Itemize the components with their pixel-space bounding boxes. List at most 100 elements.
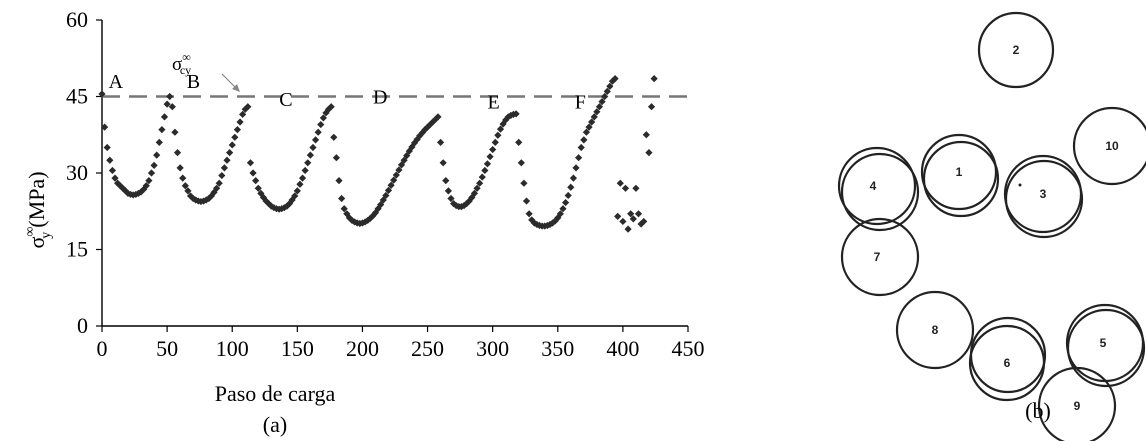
- data-point: [442, 177, 450, 185]
- data-point: [345, 214, 354, 222]
- data-point: [588, 118, 596, 126]
- x-tick-label: 300: [476, 336, 509, 361]
- data-point: [601, 92, 609, 101]
- data-point: [262, 197, 270, 205]
- circle-7-label: 7: [874, 250, 881, 264]
- data-point: [632, 184, 640, 192]
- data-point: [439, 159, 447, 167]
- data-point: [298, 174, 307, 182]
- caption-a: (a): [263, 412, 287, 437]
- data-point: [556, 210, 564, 218]
- data-point: [525, 210, 533, 218]
- point-labels: A B C D E F: [109, 71, 586, 113]
- data-point: [577, 143, 585, 152]
- data-point: [640, 217, 648, 226]
- circle-2-label: 2: [1013, 43, 1020, 57]
- data-point: [384, 186, 393, 194]
- data-point: [546, 220, 554, 229]
- data-point: [585, 123, 593, 131]
- data-point: [304, 159, 312, 167]
- data-point: [569, 174, 578, 182]
- data-point: [108, 166, 117, 175]
- data-point: [629, 215, 637, 223]
- circle-10-label: 10: [1105, 139, 1119, 153]
- data-point: [215, 179, 223, 187]
- data-point: [171, 128, 179, 136]
- circle-4-label: 4: [870, 179, 877, 193]
- data-point: [478, 173, 486, 181]
- data-point: [147, 169, 156, 177]
- data-point: [244, 103, 252, 111]
- data-point: [168, 103, 176, 111]
- data-point: [593, 108, 601, 116]
- data-point: [582, 128, 591, 136]
- data-point: [241, 105, 249, 113]
- data-point: [142, 182, 150, 190]
- data-point: [309, 143, 317, 152]
- circle-1-rim: [922, 140, 1000, 218]
- data-point: [606, 82, 614, 90]
- data-point: [340, 205, 348, 213]
- data-point: [647, 103, 656, 111]
- data-point: [395, 166, 403, 174]
- data-point: [611, 75, 619, 83]
- data-point: [561, 198, 570, 207]
- x-tick-label: 150: [281, 336, 314, 361]
- data-point: [369, 212, 377, 220]
- data-point: [614, 212, 622, 220]
- data-point: [496, 125, 505, 133]
- x-tick-label: 450: [672, 336, 705, 361]
- data-points: [98, 75, 658, 233]
- chart-a: 0 15 30 45 60 0 50 100 150 200 250 300 350 400 450 A B…: [23, 7, 705, 437]
- circle-4: [837, 146, 917, 226]
- data-point: [293, 187, 301, 195]
- data-point: [236, 118, 244, 126]
- data-point: [111, 174, 119, 182]
- data-point: [212, 184, 221, 192]
- data-point: [233, 126, 242, 134]
- data-point: [306, 151, 314, 159]
- data-point: [153, 151, 161, 159]
- data-point: [413, 135, 421, 143]
- data-point: [259, 193, 268, 202]
- circle-6: [968, 324, 1046, 402]
- data-point: [291, 192, 299, 200]
- data-point: [434, 113, 442, 121]
- data-point: [512, 110, 520, 118]
- data-point: [267, 202, 275, 210]
- y-tick-label: 45: [66, 84, 88, 109]
- circle-6-rim: [969, 316, 1047, 394]
- x-tick-label: 250: [411, 336, 444, 361]
- data-point: [621, 184, 630, 192]
- data-point: [160, 113, 169, 121]
- data-point: [249, 169, 257, 177]
- data-point: [567, 183, 575, 191]
- point-label: B: [187, 71, 200, 93]
- data-point: [494, 131, 502, 139]
- circle-4-rim: [840, 152, 920, 232]
- data-point: [590, 113, 598, 121]
- data-point: [416, 132, 424, 140]
- data-point: [507, 111, 515, 119]
- data-point: [465, 197, 473, 205]
- data-point: [543, 221, 551, 230]
- data-point: [450, 200, 458, 208]
- data-point: [228, 141, 236, 149]
- data-point: [499, 120, 507, 128]
- data-point: [181, 182, 189, 190]
- data-point: [155, 138, 163, 146]
- circle-7: [840, 217, 920, 297]
- data-point: [486, 153, 494, 161]
- data-point: [231, 133, 239, 141]
- data-point: [575, 154, 583, 162]
- x-axis-label: Paso de carga: [215, 381, 336, 406]
- data-point: [254, 184, 262, 192]
- data-point: [280, 204, 288, 212]
- point-label: E: [488, 91, 500, 113]
- data-point: [366, 214, 374, 222]
- data-point: [116, 182, 124, 190]
- data-point: [489, 145, 497, 154]
- data-point: [603, 87, 611, 95]
- data-point: [330, 133, 338, 141]
